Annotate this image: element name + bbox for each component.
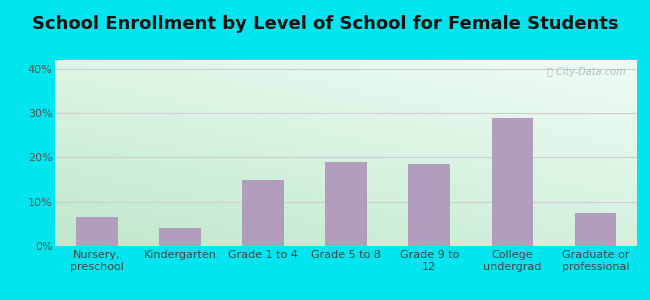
Bar [242, 180, 284, 246]
Bar [326, 162, 367, 246]
Bar [159, 228, 201, 246]
Bar [76, 217, 118, 246]
Bar [408, 164, 450, 246]
Bar [491, 118, 533, 246]
Bar [575, 213, 616, 246]
Text: ⓘ City-Data.com: ⓘ City-Data.com [547, 68, 625, 77]
Text: School Enrollment by Level of School for Female Students: School Enrollment by Level of School for… [32, 15, 618, 33]
